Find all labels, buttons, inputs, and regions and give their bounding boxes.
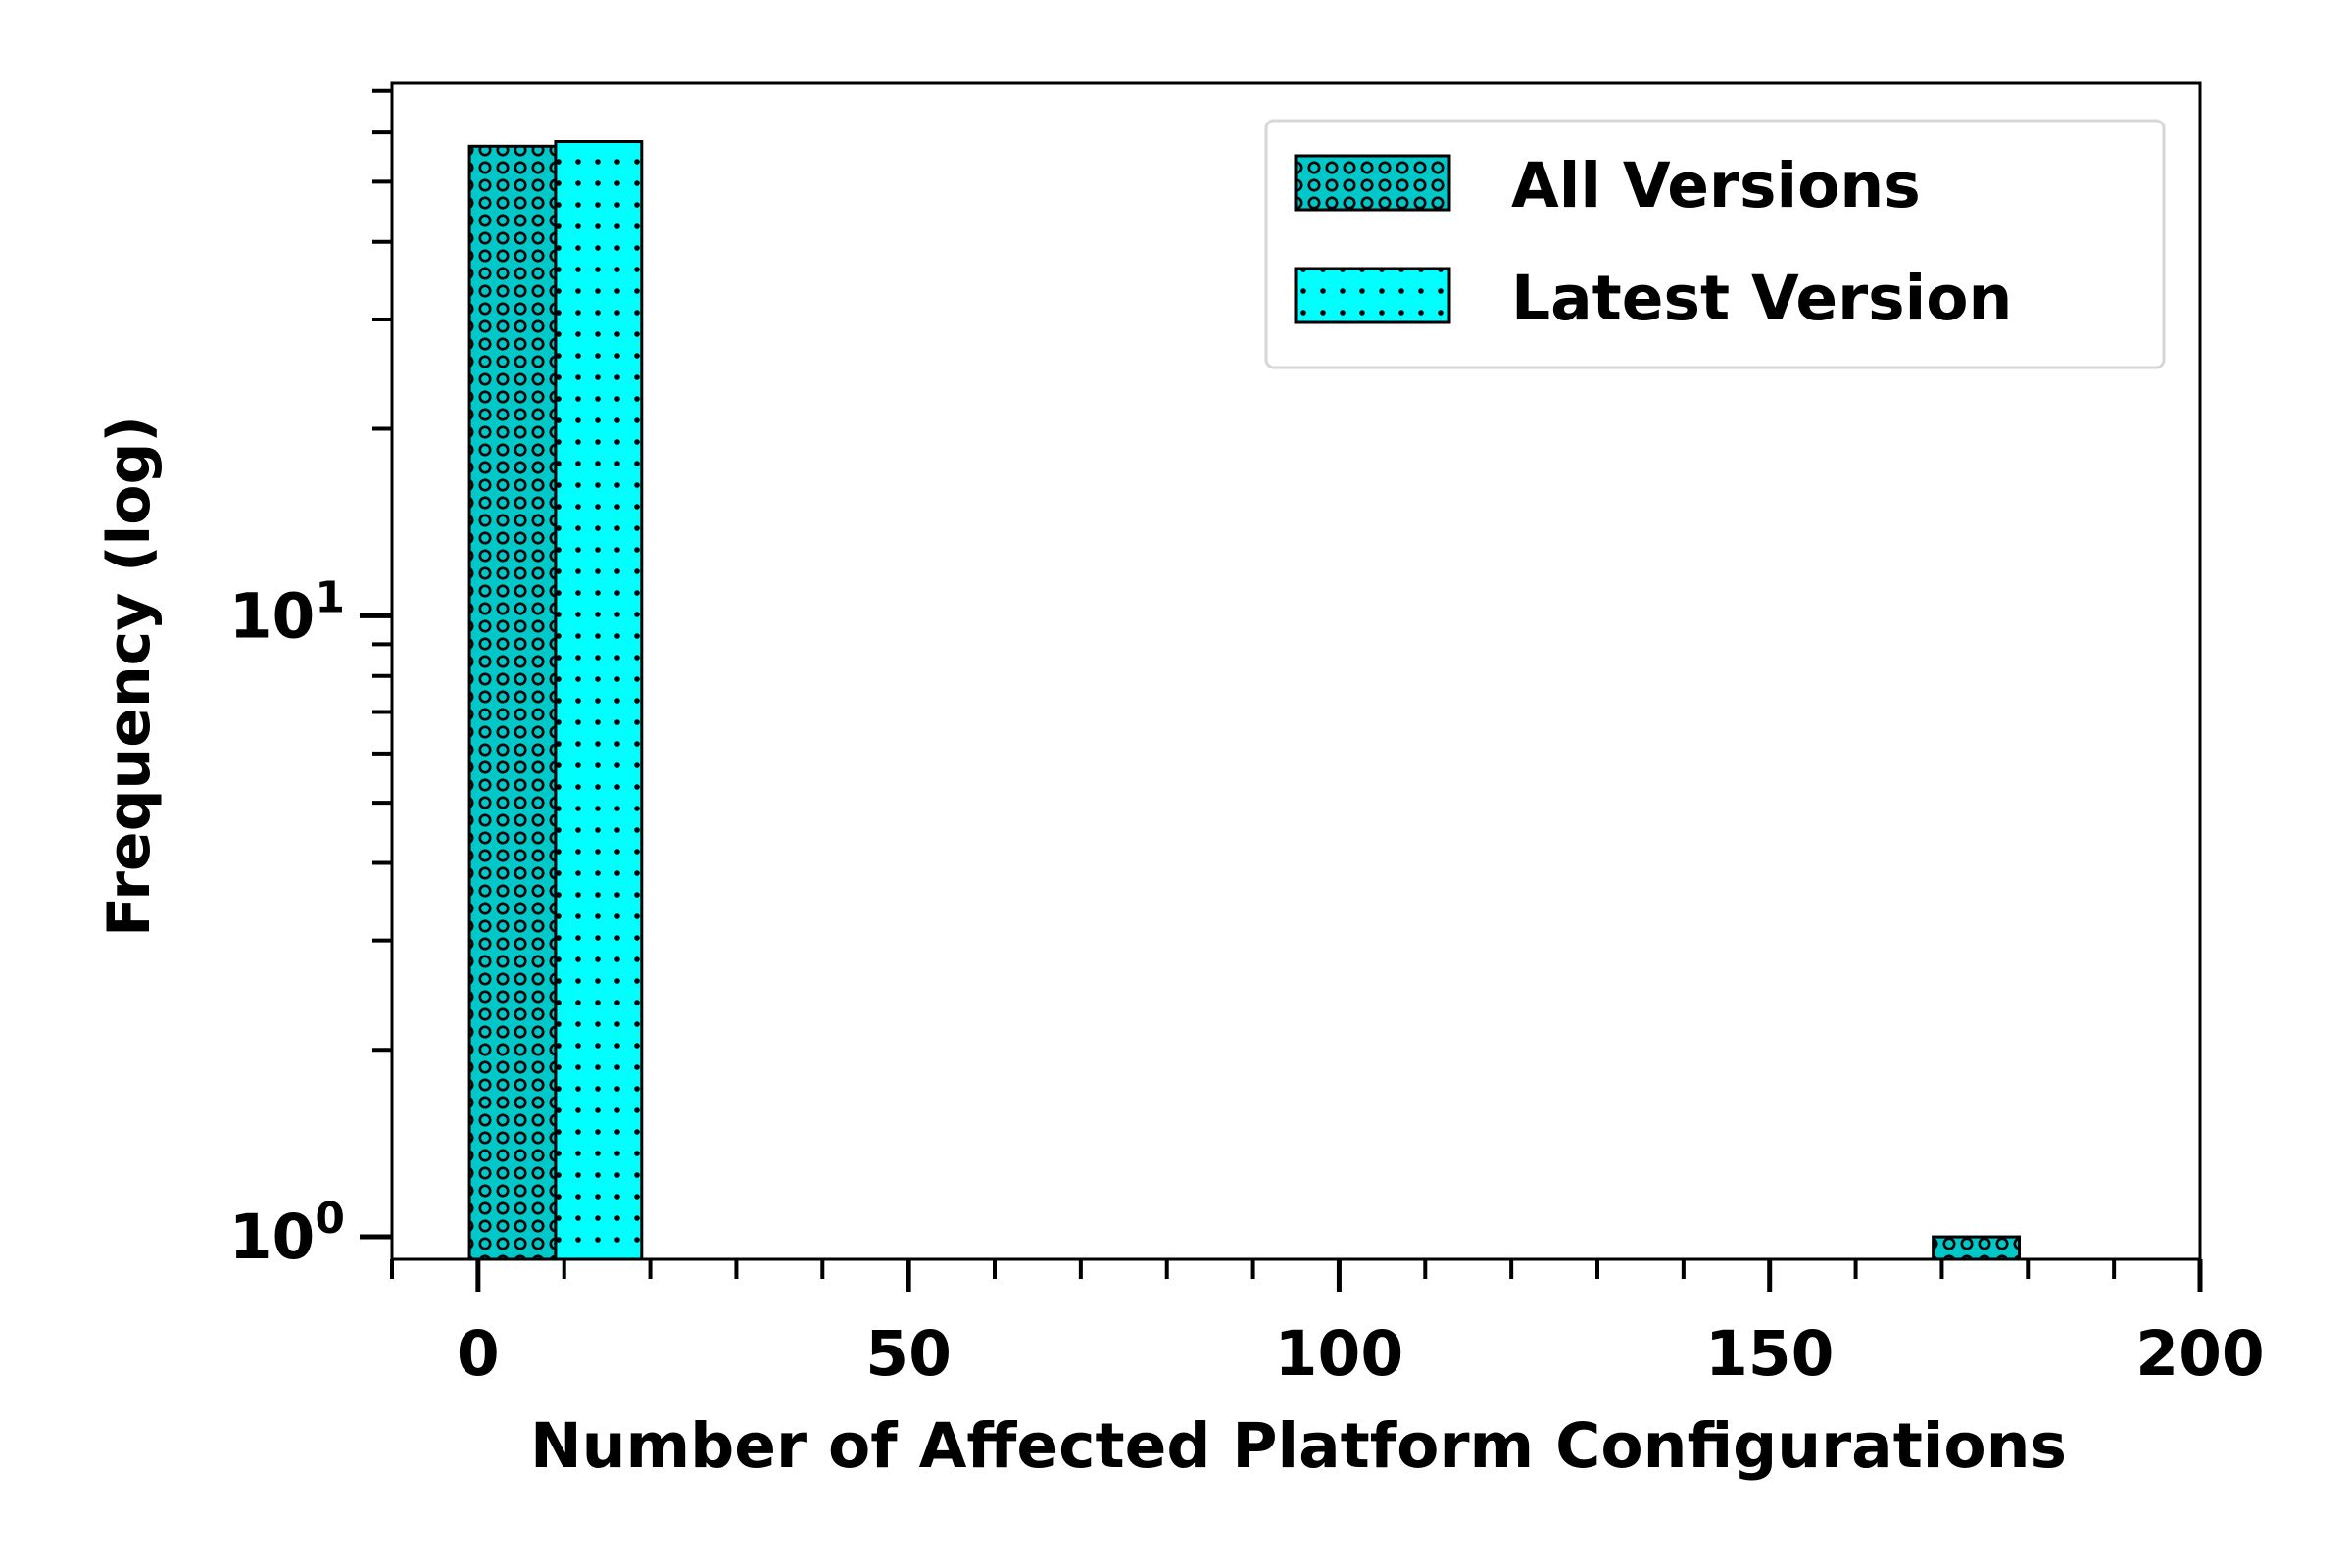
y-axis: 100 101 — [229, 88, 392, 1273]
x-axis: 0 50 100 150 200 — [390, 1259, 2265, 1390]
x-tick-label: 50 — [865, 1318, 952, 1390]
x-axis-label: Number of Affected Platform Configuratio… — [530, 1410, 2067, 1482]
x-tick-label: 200 — [2135, 1318, 2265, 1390]
bar-all-versions-0 — [467, 144, 558, 1261]
bar-latest-version-0 — [554, 140, 644, 1261]
plot-frame — [390, 81, 2202, 1261]
y-tick-label: 101 — [229, 572, 345, 652]
legend-label-all-versions: All Versions — [1511, 150, 1921, 221]
y-axis-label: Frequency (log) — [95, 416, 164, 937]
x-tick-label: 100 — [1275, 1318, 1404, 1390]
legend-swatch-all-versions — [1294, 154, 1451, 212]
legend-frame — [1264, 119, 2166, 369]
legend-label-latest-version: Latest Version — [1511, 263, 2012, 334]
legend-swatch-latest-version — [1294, 267, 1451, 324]
bars-layer — [467, 140, 2021, 1261]
x-tick-label: 0 — [457, 1318, 500, 1390]
y-tick-label: 100 — [229, 1194, 345, 1273]
legend: All Versions Latest Version — [1264, 119, 2166, 369]
bar-all-versions-1 — [1932, 1235, 2021, 1261]
x-tick-label: 150 — [1705, 1318, 1835, 1390]
